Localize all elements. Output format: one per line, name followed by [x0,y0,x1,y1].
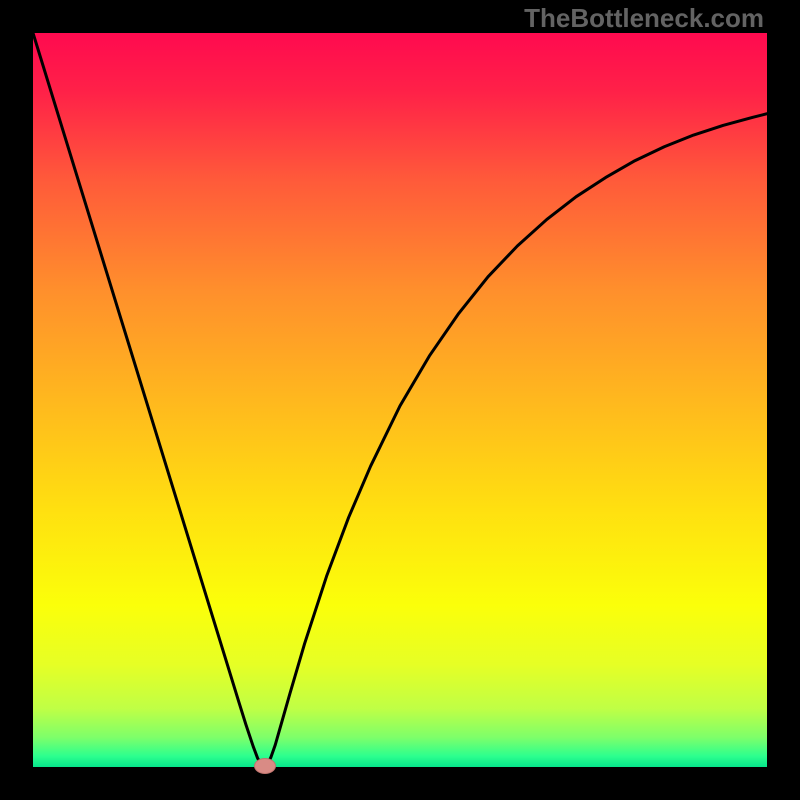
watermark-text: TheBottleneck.com [524,3,764,34]
curve-layer [33,33,767,767]
plot-area [33,33,767,767]
minimum-marker [254,758,276,774]
chart-frame: TheBottleneck.com [0,0,800,800]
bottleneck-curve [33,33,767,767]
